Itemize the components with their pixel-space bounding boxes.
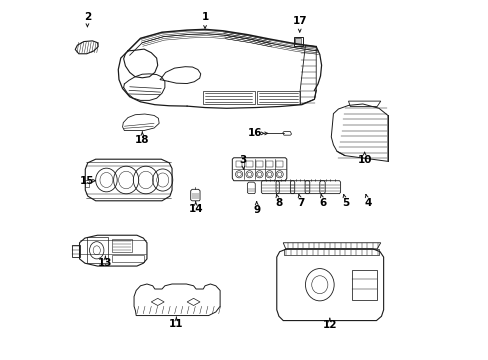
Text: 12: 12 <box>322 320 336 330</box>
Text: 18: 18 <box>135 135 149 145</box>
Text: 10: 10 <box>357 155 371 165</box>
Text: 1: 1 <box>201 12 208 22</box>
Text: 9: 9 <box>253 206 260 216</box>
Text: 7: 7 <box>297 198 304 208</box>
Text: 2: 2 <box>83 12 91 22</box>
Text: 17: 17 <box>292 17 306 27</box>
Text: 8: 8 <box>275 198 282 208</box>
Text: 14: 14 <box>188 204 203 215</box>
Text: 6: 6 <box>319 198 326 208</box>
Text: 16: 16 <box>247 129 262 138</box>
Text: 13: 13 <box>98 258 112 268</box>
Text: 4: 4 <box>364 198 371 208</box>
Text: 3: 3 <box>239 155 246 165</box>
Text: 5: 5 <box>342 198 349 208</box>
Text: 15: 15 <box>79 176 94 186</box>
Text: 11: 11 <box>169 319 183 329</box>
